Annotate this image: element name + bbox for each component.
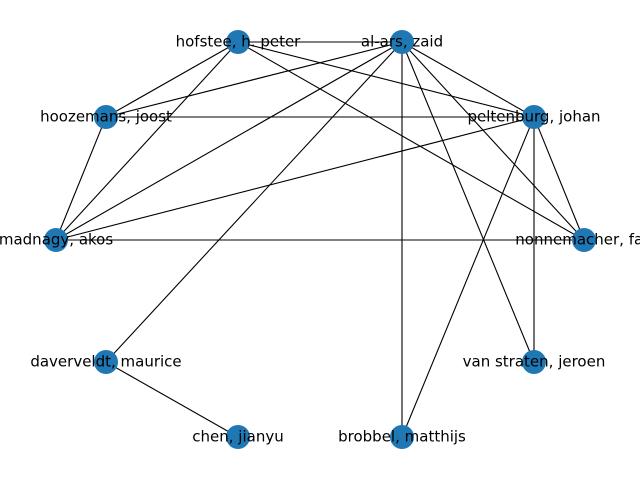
edge-daverveldt-chen <box>105 361 239 438</box>
edge-al-ars-vanstraten <box>401 41 535 363</box>
node-label-peltenburg: peltenburg, johan <box>467 108 600 126</box>
edge-hofstee-nonnemacher <box>237 41 585 241</box>
edge-al-ars-daverveldt <box>105 41 403 363</box>
node-peltenburg[interactable] <box>522 105 546 129</box>
node-label-chen: chen, jianyu <box>192 428 283 446</box>
node-daverveldt[interactable] <box>94 350 118 374</box>
label-layer: al-ars, zaid hofstee, h. peter hoozemans, … <box>0 33 640 446</box>
edge-al-ars-madnagy <box>55 41 403 241</box>
node-label-hofstee: hofstee, h. peter <box>176 33 302 51</box>
node-hofstee[interactable] <box>226 30 250 54</box>
node-layer <box>44 30 596 449</box>
node-brobbel[interactable] <box>390 425 414 449</box>
node-label-al-ars: al-ars, zaid <box>361 33 443 51</box>
node-chen[interactable] <box>226 425 250 449</box>
edge-al-ars-nonnemacher <box>401 41 585 241</box>
node-label-vanstraten: van straten, jeroen <box>463 353 606 371</box>
node-nonnemacher[interactable] <box>572 228 596 252</box>
node-label-nonnemacher: nonnemacher, fab <box>515 231 640 249</box>
edge-al-ars-hoozemans <box>105 41 403 118</box>
node-label-daverveldt: daverveldt, maurice <box>30 353 181 371</box>
node-hoozemans[interactable] <box>94 105 118 129</box>
node-label-hoozemans: hoozemans, joost <box>40 108 172 126</box>
edge-layer <box>55 41 585 438</box>
edge-al-ars-peltenburg <box>401 41 535 118</box>
node-label-brobbel: brobbel, matthijs <box>338 428 466 446</box>
edge-hofstee-peltenburg <box>237 41 535 118</box>
edge-hofstee-madnagy <box>55 41 239 241</box>
edge-peltenburg-brobbel <box>401 116 535 438</box>
node-vanstraten[interactable] <box>522 350 546 374</box>
edge-hoozemans-madnagy <box>55 116 107 241</box>
edge-hofstee-hoozemans <box>105 41 239 118</box>
edge-peltenburg-nonnemacher <box>533 116 585 241</box>
node-label-madnagy: madnagy, akos <box>0 231 113 249</box>
edge-peltenburg-madnagy <box>55 116 535 241</box>
node-madnagy[interactable] <box>44 228 68 252</box>
node-al-ars[interactable] <box>390 30 414 54</box>
